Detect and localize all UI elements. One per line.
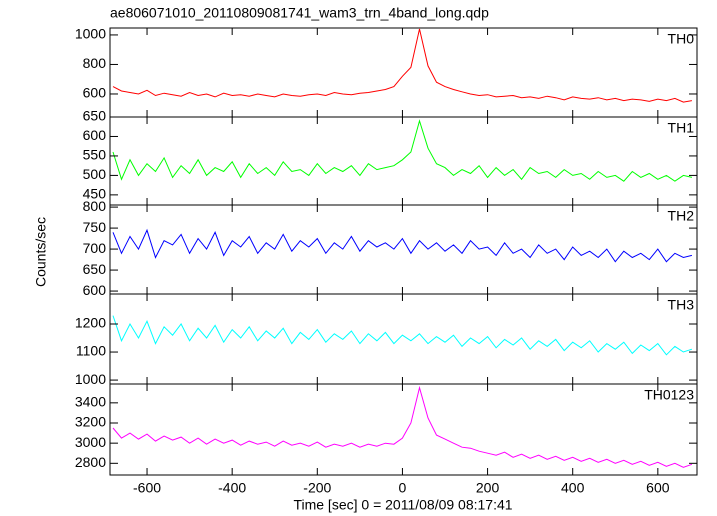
x-tick-label: -200 (303, 480, 331, 496)
panel-label: TH1 (668, 120, 695, 136)
panel-label: TH2 (668, 208, 695, 224)
y-tick-label: 550 (83, 147, 107, 163)
panel-label: TH0 (668, 31, 695, 47)
y-tick-label: 1100 (76, 343, 106, 359)
y-tick-label: 500 (83, 166, 107, 182)
x-tick-label: -400 (218, 480, 246, 496)
panel-frame (109, 204, 698, 295)
panel-label: TH0123 (644, 387, 694, 403)
y-axis-label: Counts/sec (33, 217, 49, 287)
panel-frame (109, 116, 698, 206)
y-tick-label: 650 (83, 261, 107, 277)
x-axis-label: Time [sec] 0 = 2011/08/09 08:17:41 (293, 497, 512, 513)
y-tick-label: 2800 (75, 454, 106, 470)
light-curve (112, 28, 692, 103)
y-tick-label: 600 (83, 282, 107, 298)
x-tick-label: 400 (561, 480, 585, 496)
light-curve (112, 228, 693, 263)
light-curve (112, 385, 693, 468)
y-tick-label: 600 (83, 127, 107, 143)
panel-frame (109, 27, 698, 118)
panel-label: TH3 (668, 297, 695, 313)
x-tick-label: 600 (646, 480, 670, 496)
x-tick-label: -600 (133, 480, 161, 496)
y-tick-label: 700 (83, 240, 107, 256)
chart-title: ae806071010_20110809081741_wam3_trn_4ban… (110, 5, 489, 21)
panel-frame (109, 293, 698, 385)
x-tick-label: 200 (476, 480, 500, 496)
y-tick-label: 1200 (75, 315, 106, 331)
y-tick-label: 650 (83, 108, 107, 124)
light-curve (112, 119, 693, 182)
light-curve (112, 315, 693, 356)
y-tick-label: 3200 (75, 414, 106, 430)
y-tick-label: 1000 (75, 26, 106, 42)
y-tick-label: 750 (83, 219, 107, 235)
y-tick-label: 3000 (75, 434, 106, 450)
y-tick-label: 600 (83, 85, 107, 101)
panel-frame (109, 383, 698, 476)
y-tick-label: 800 (83, 198, 107, 214)
y-tick-label: 1000 (75, 371, 106, 387)
y-tick-label: 800 (83, 55, 107, 71)
y-tick-label: 3400 (75, 394, 106, 410)
x-tick-label: 0 (399, 480, 407, 496)
y-tick-label: 450 (83, 186, 107, 202)
